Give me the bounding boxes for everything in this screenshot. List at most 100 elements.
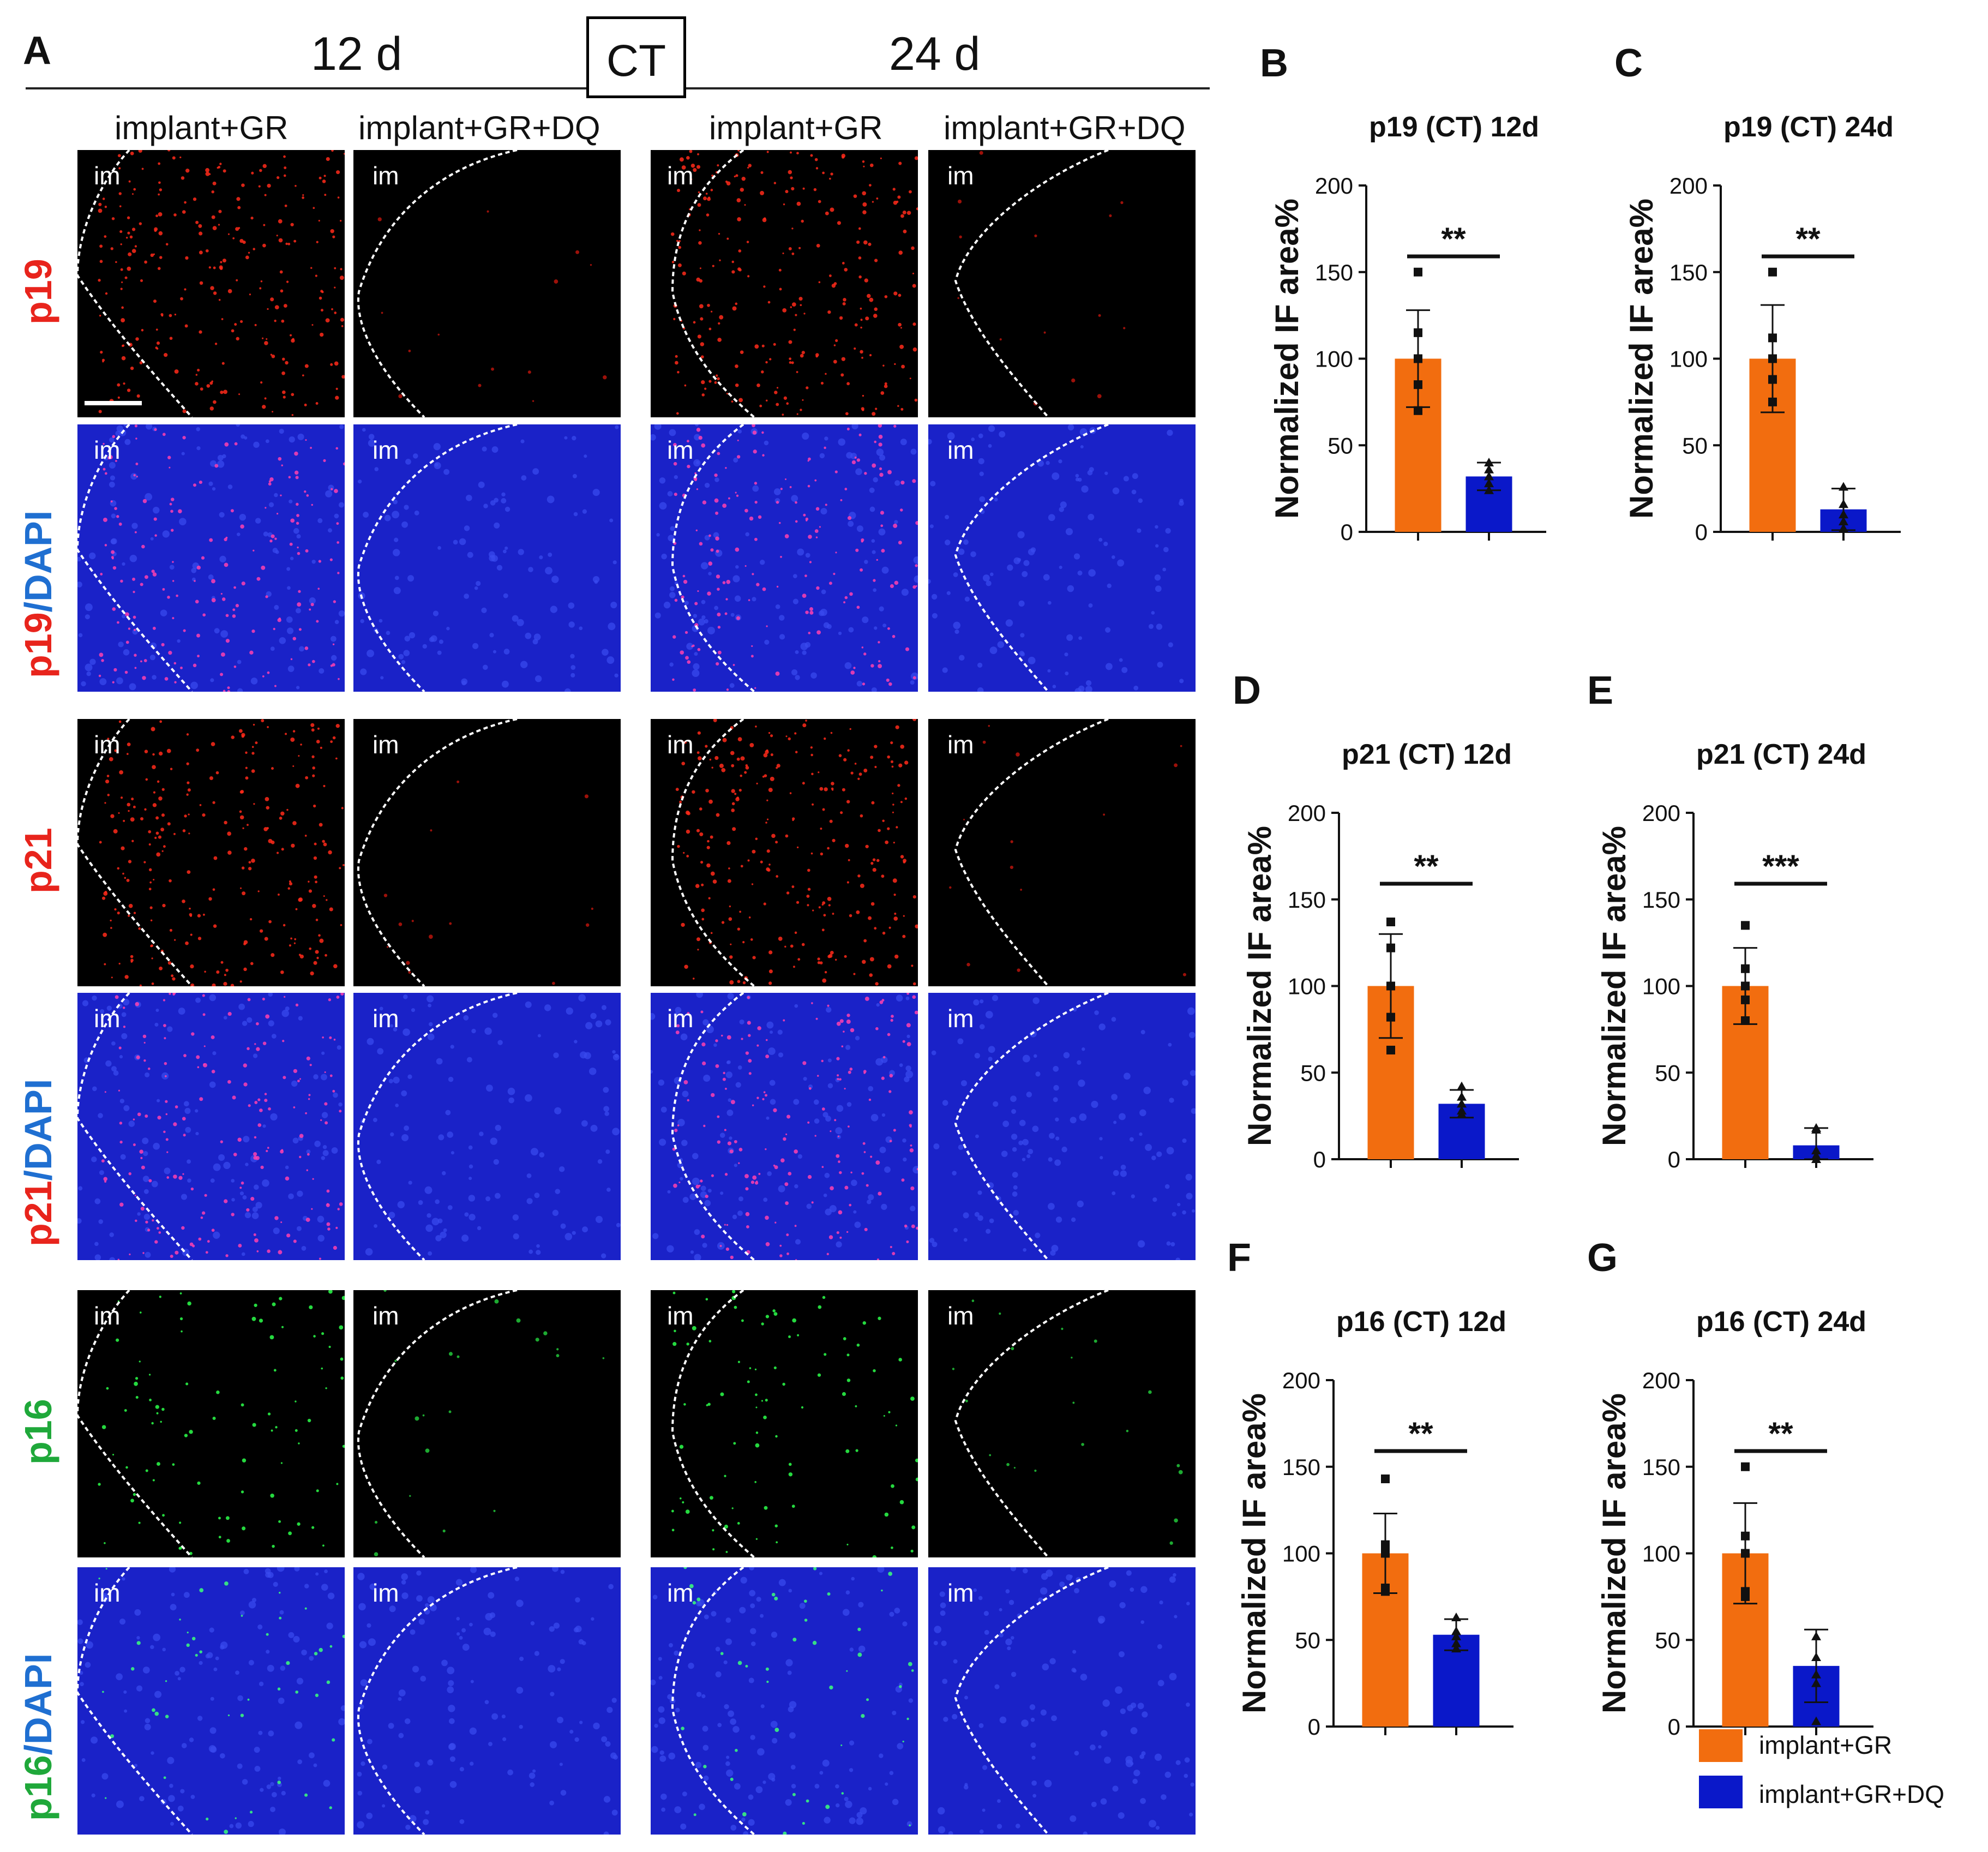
- legend-label-implant-gr: implant+GR: [1759, 1731, 1893, 1759]
- y-tick-label: 50: [1295, 1627, 1320, 1653]
- data-point: [1457, 1081, 1467, 1090]
- data-point: [1811, 1669, 1821, 1679]
- significance-label: **: [1795, 221, 1821, 257]
- y-tick-label: 150: [1642, 887, 1680, 913]
- legend-swatch-implant-gr-dq: [1699, 1776, 1743, 1808]
- significance-label: **: [1768, 1416, 1793, 1452]
- region-label-im: im: [373, 1579, 399, 1607]
- data-point: [1414, 380, 1422, 389]
- micrograph-r3-c3: im: [651, 719, 918, 986]
- data-point: [1457, 1099, 1467, 1108]
- y-tick-label: 100: [1288, 974, 1326, 999]
- y-axis-label: Normalized IF area%: [1596, 1393, 1632, 1713]
- data-point: [1741, 1592, 1750, 1601]
- data-point: [1484, 478, 1494, 488]
- data-point: [1741, 995, 1750, 1004]
- y-tick-label: 0: [1308, 1714, 1320, 1740]
- y-tick-label: 200: [1288, 800, 1326, 826]
- y-tick-label: 100: [1282, 1541, 1320, 1567]
- data-point: [1741, 1462, 1750, 1471]
- data-point: [1768, 397, 1777, 406]
- data-point: [1811, 1146, 1821, 1155]
- row-label-suffix: /DAPI: [17, 1653, 59, 1755]
- row-label-5: p16: [16, 1399, 60, 1465]
- data-point: [1768, 375, 1777, 384]
- region-label-im: im: [373, 1004, 399, 1033]
- y-tick-label: 100: [1642, 1541, 1680, 1567]
- region-label-im: im: [667, 1579, 694, 1607]
- data-point: [1839, 523, 1848, 532]
- y-tick-label: 150: [1282, 1454, 1320, 1480]
- region-label-im: im: [373, 1302, 399, 1330]
- micrograph-r6-c2: im: [353, 1567, 621, 1835]
- micrograph-r4-c4: im: [928, 993, 1196, 1260]
- data-point: [1839, 499, 1848, 508]
- y-tick-label: 150: [1288, 887, 1326, 913]
- data-point: [1839, 482, 1848, 491]
- y-tick-label: 150: [1315, 260, 1353, 285]
- row-label-marker: p16: [17, 1399, 59, 1465]
- data-point: [1386, 1012, 1395, 1022]
- y-tick-label: 200: [1642, 1368, 1680, 1393]
- region-label-im: im: [667, 1302, 694, 1330]
- y-tick-label: 50: [1655, 1060, 1680, 1086]
- region-label-im: im: [947, 1004, 974, 1033]
- significance-label: **: [1414, 849, 1439, 884]
- y-tick-label: 150: [1642, 1454, 1680, 1480]
- row-label-marker: p21: [17, 828, 59, 894]
- y-tick-label: 200: [1315, 173, 1353, 199]
- header-12d: 12 d: [311, 28, 403, 80]
- row-label-marker: p19: [17, 612, 59, 678]
- header-rule-left: [26, 87, 586, 89]
- micrograph-r5-c3: im: [651, 1290, 918, 1557]
- data-point: [1451, 1644, 1461, 1653]
- y-axis-label: Normalized IF area%: [1241, 826, 1278, 1146]
- data-point: [1811, 1154, 1821, 1163]
- data-point: [1414, 328, 1422, 337]
- data-point: [1381, 1587, 1390, 1596]
- row-label-marker: p19: [17, 259, 59, 325]
- chart-title: p21 (CT) 12d: [1342, 739, 1512, 770]
- micrograph-r5-c1: im: [77, 1290, 345, 1557]
- column-label-4: implant+GR+DQ: [944, 110, 1186, 146]
- region-label-im: im: [94, 161, 121, 190]
- header-24d: 24 d: [889, 28, 981, 80]
- micrograph-r1-c4: im: [928, 150, 1196, 417]
- panel-letter-e: E: [1587, 669, 1613, 712]
- data-point: [1381, 1549, 1390, 1558]
- row-label-suffix: /DAPI: [17, 510, 59, 613]
- data-point: [1768, 267, 1777, 277]
- micrograph-r2-c1: im: [77, 424, 345, 692]
- y-tick-label: 200: [1642, 800, 1680, 826]
- significance-label: ***: [1762, 849, 1799, 884]
- chart-title: p16 (CT) 24d: [1696, 1306, 1866, 1338]
- y-axis-label: Normalized IF area%: [1269, 199, 1305, 519]
- y-tick-label: 200: [1669, 173, 1708, 199]
- micrograph-r5-c2: im: [353, 1290, 621, 1557]
- y-axis-label: Normalized IF area%: [1236, 1393, 1272, 1713]
- region-label-im: im: [947, 161, 974, 190]
- panel-letter-g: G: [1587, 1236, 1618, 1280]
- data-point: [1811, 1678, 1821, 1687]
- y-tick-label: 0: [1668, 1147, 1680, 1172]
- y-tick-label: 0: [1341, 519, 1353, 545]
- row-label-6: p16/DAPI: [16, 1653, 60, 1821]
- row-label-4: p21/DAPI: [16, 1079, 60, 1246]
- y-tick-label: 100: [1315, 346, 1353, 372]
- micrograph-r6-c4: im: [928, 1567, 1196, 1835]
- ct-label: CT: [606, 36, 666, 86]
- data-point: [1741, 921, 1750, 930]
- data-point: [1811, 1652, 1821, 1661]
- data-point: [1386, 981, 1395, 991]
- data-point: [1741, 1016, 1750, 1025]
- region-label-im: im: [94, 1004, 121, 1033]
- data-point: [1768, 354, 1777, 363]
- data-point: [1414, 406, 1422, 415]
- micrograph-r4-c2: im: [353, 993, 621, 1260]
- region-label-im: im: [94, 436, 121, 464]
- data-point: [1451, 1612, 1461, 1621]
